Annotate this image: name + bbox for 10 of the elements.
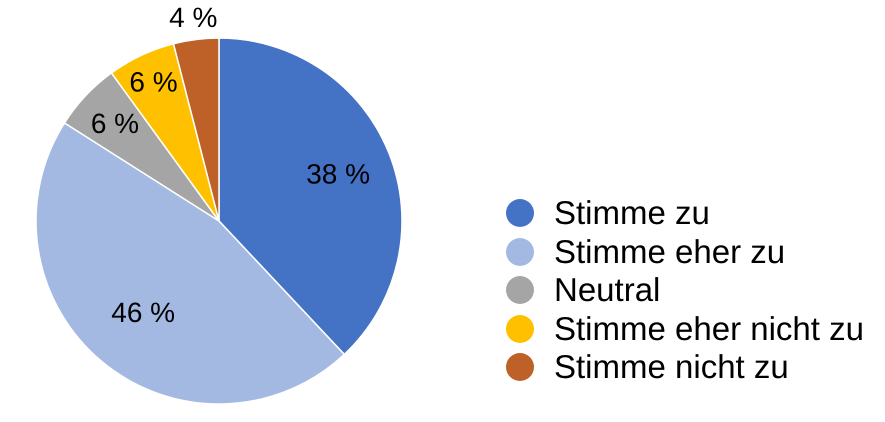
- legend-label: Stimme zu: [554, 194, 710, 232]
- legend-label: Stimme nicht zu: [554, 348, 789, 386]
- legend-label: Stimme eher zu: [554, 232, 786, 271]
- data-label: 4 %: [169, 2, 218, 34]
- data-label: 6 %: [90, 108, 140, 139]
- legend-label: Stimme eher nicht zu: [554, 310, 864, 348]
- data-label: 38 %: [306, 158, 370, 190]
- data-label: 6 %: [129, 66, 178, 98]
- legend-label: Neutral: [554, 271, 660, 310]
- data-label: 46 %: [111, 297, 176, 328]
